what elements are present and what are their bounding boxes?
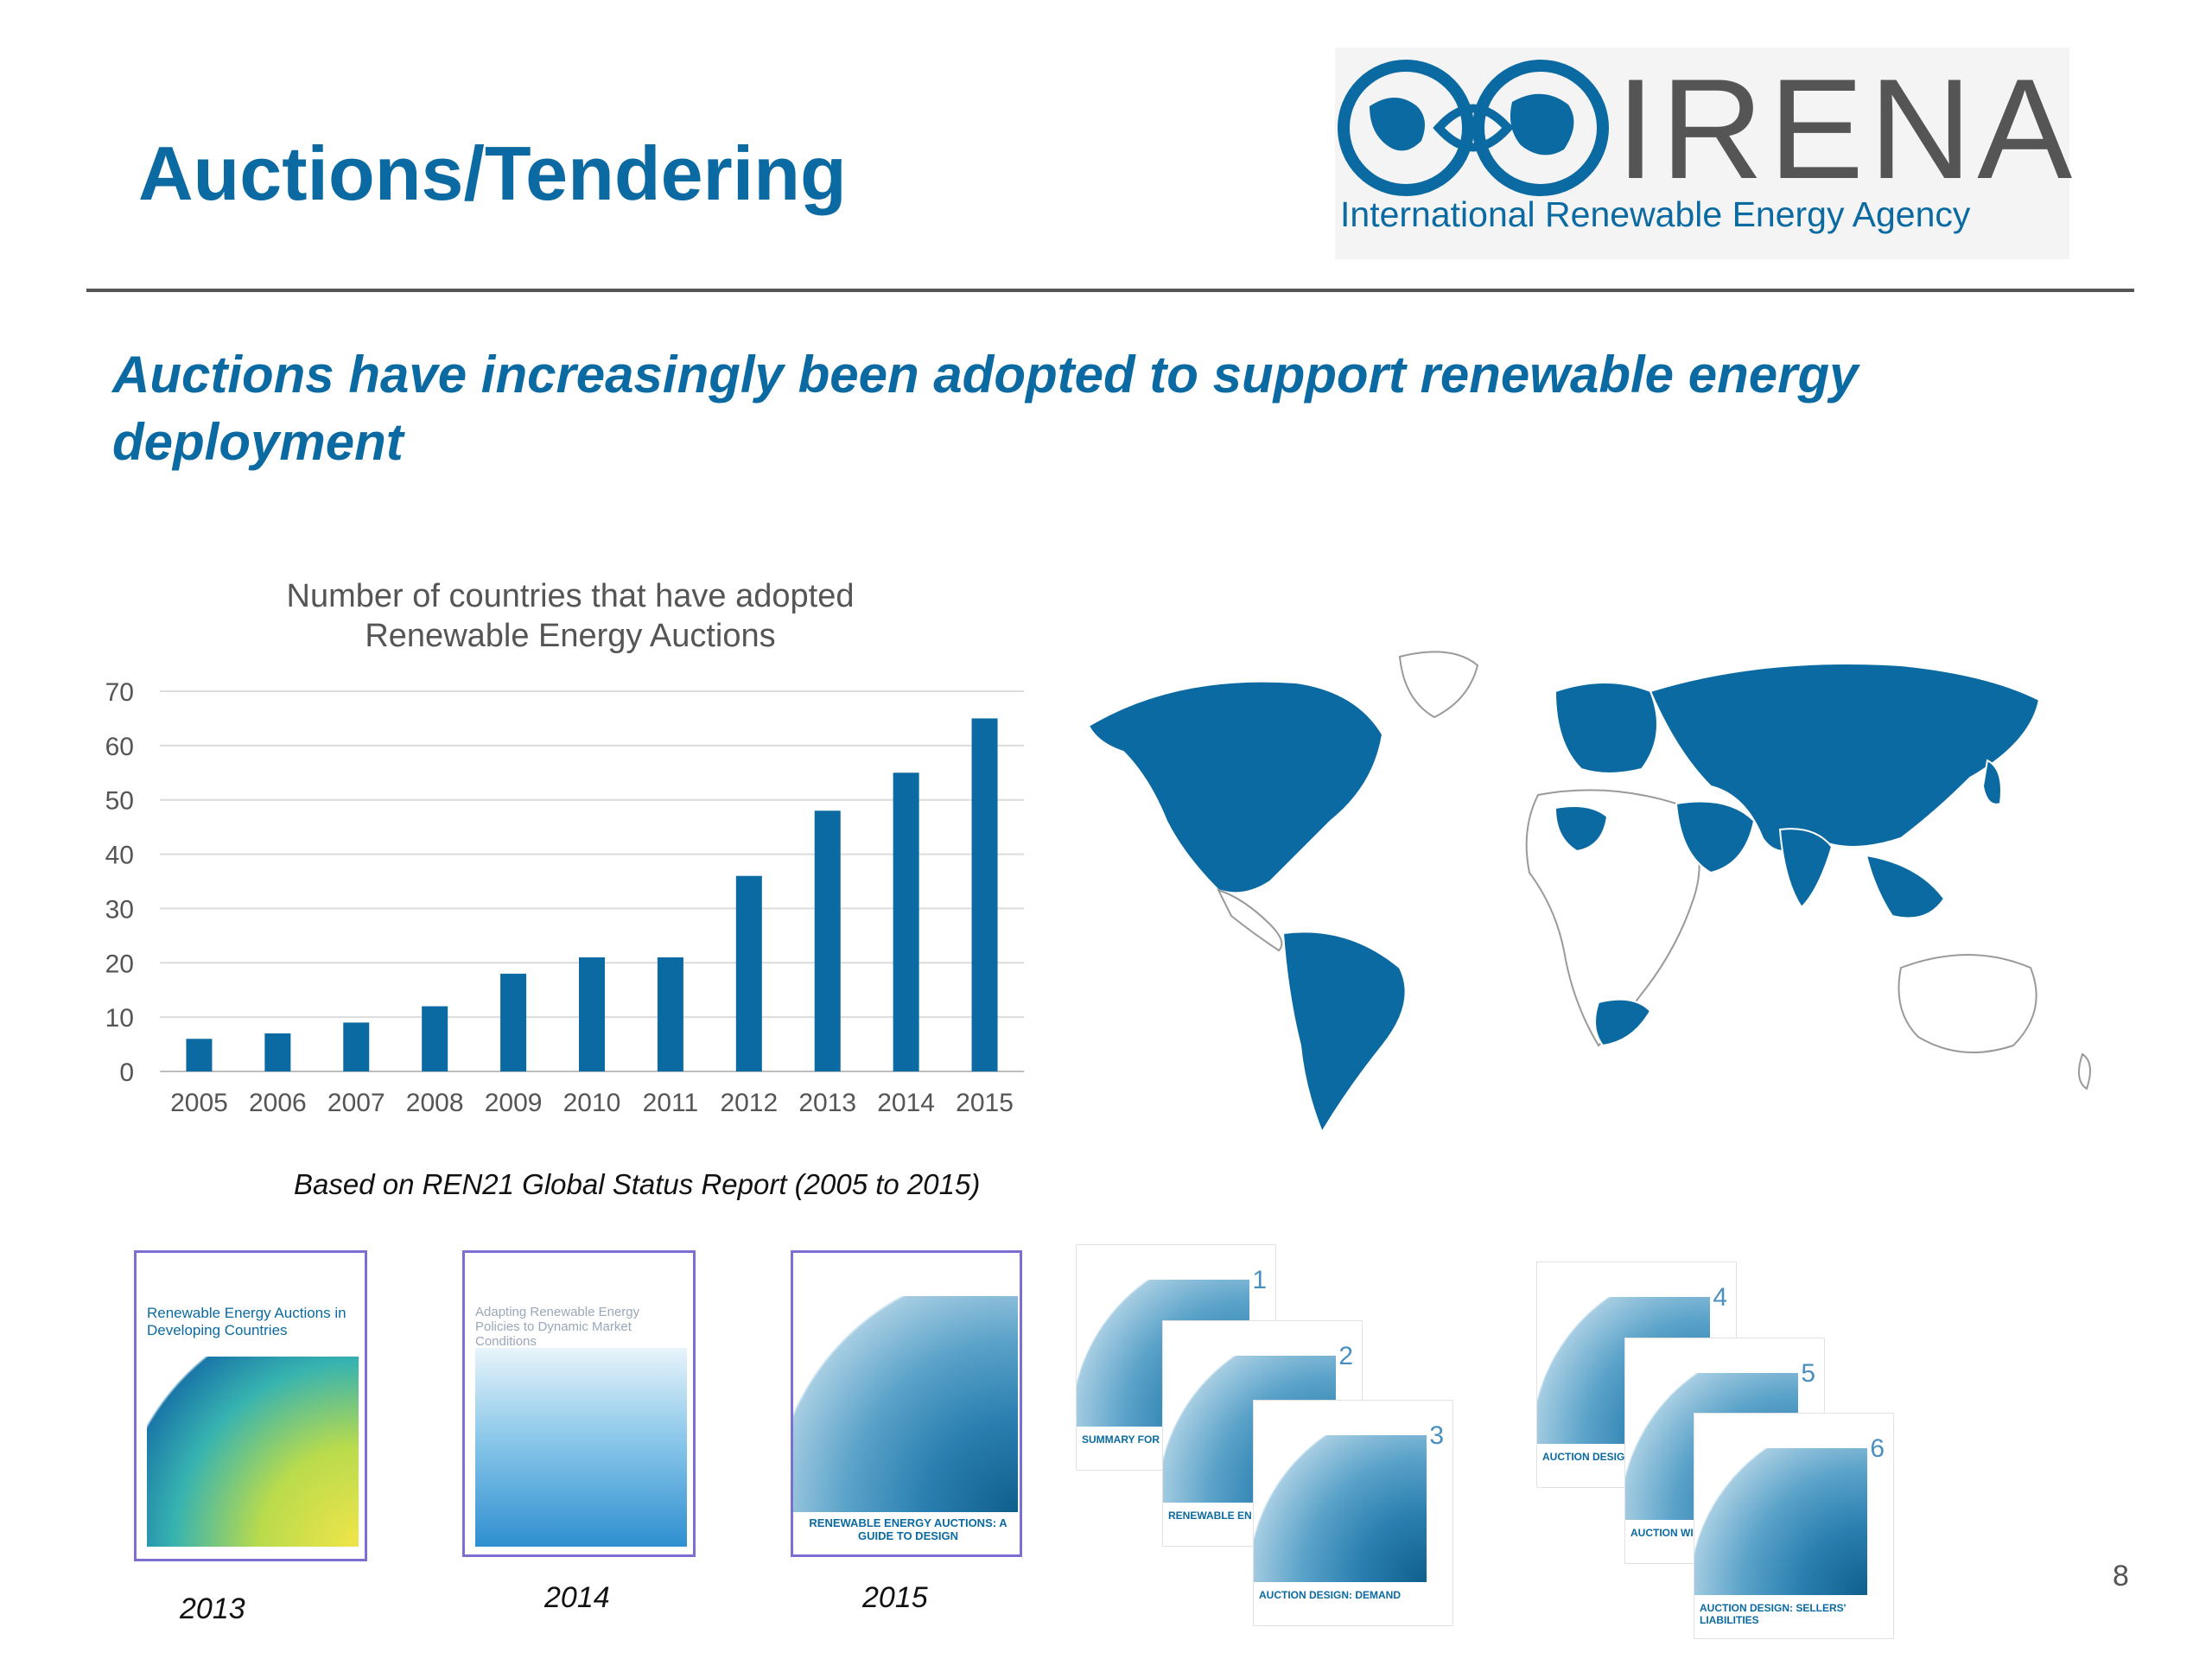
x-tick-label: 2006 [249,1089,307,1117]
chart-title-line-1: Number of countries that have adopted [287,578,855,614]
map-europe [1554,682,1658,774]
cover-art [147,1357,359,1547]
slide-title: Auctions/Tendering [138,130,847,216]
source-note: Based on REN21 Global Status Report (200… [294,1168,981,1200]
y-tick-label: 30 [105,895,134,924]
bar-2010 [579,957,605,1071]
report-year-2015: 2015 [862,1581,928,1614]
map-north-africa-highlight [1554,805,1609,853]
slide-subtitle: Auctions have increasingly been adopted … [112,346,1859,471]
series-number: 6 [1870,1434,1885,1463]
x-tick-label: 2015 [956,1089,1014,1117]
y-tick-label: 10 [105,1004,134,1033]
report-cover-2014[interactable]: Adapting Renewable Energy Policies to Dy… [462,1250,696,1557]
x-tick-label: 2014 [877,1089,935,1117]
map-south-america [1281,931,1407,1135]
map-middle-east [1675,800,1756,874]
x-tick-label: 2007 [327,1089,385,1117]
series-cover-3[interactable]: 3 AUCTION DESIGN: DEMAND [1253,1400,1453,1626]
y-tick-label: 20 [105,950,134,978]
report-year-2014: 2014 [544,1581,610,1614]
map-central-america [1217,888,1283,952]
x-tick-label: 2011 [643,1089,699,1117]
series-cover-6[interactable]: 6 AUCTION DESIGN: SELLERS' LIABILITIES [1694,1413,1894,1639]
series-caption: SUMMARY FOR [1082,1433,1160,1446]
series-number: 2 [1338,1342,1353,1370]
y-tick-label: 60 [105,733,134,761]
y-tick-label: 40 [105,842,134,870]
map-south-africa-highlight [1594,998,1652,1047]
logo-tagline: International Renewable Energy Agency [1340,194,1971,234]
series-number: 4 [1713,1283,1727,1312]
x-tick-label: 2012 [720,1089,778,1117]
report-cover-2013[interactable]: Renewable Energy Auctions in Developing … [134,1250,367,1561]
series-caption: AUCTION DESIGN: DEMAND [1259,1589,1401,1601]
map-india [1778,828,1834,909]
series-caption: AUCTION DESIGN: SELLERS' LIABILITIES [1700,1602,1847,1626]
map-new-zealand [2078,1052,2091,1090]
cover-art [793,1296,1018,1512]
cover-title: Renewable Energy Auctions in Developing … [147,1305,346,1338]
bar-2011 [657,957,683,1071]
irena-logo: IRENA International Renewable Energy Age… [1335,48,2072,259]
logo-wordmark: IRENA [1616,49,2078,208]
y-tick-label: 70 [105,678,134,707]
bar-2015 [971,718,998,1071]
page-number: 8 [2113,1560,2129,1592]
bar-2009 [500,973,527,1071]
title-divider [86,289,2134,292]
x-tick-label: 2009 [485,1089,543,1117]
cover-art [1694,1448,1867,1595]
bar-2008 [422,1006,448,1071]
x-tick-label: 2005 [170,1089,228,1117]
bar-2012 [735,875,762,1071]
report-cover-2015[interactable]: RENEWABLE ENERGY AUCTIONS: A GUIDE TO DE… [791,1250,1022,1557]
series-number: 1 [1252,1266,1267,1294]
globe-infinity-icon [1338,60,1609,196]
x-tick-label: 2010 [563,1089,621,1117]
x-tick-label: 2008 [406,1089,464,1117]
bar-2006 [264,1033,291,1071]
cover-art [1254,1435,1427,1582]
report-year-2013: 2013 [180,1592,245,1625]
world-map [1087,651,2091,1135]
series-number: 5 [1801,1359,1815,1388]
x-tick-label: 2013 [798,1089,856,1117]
series-number: 3 [1429,1421,1444,1450]
bar-2013 [814,810,841,1071]
bar-2014 [893,772,919,1071]
cover-title: RENEWABLE ENERGY AUCTIONS: A GUIDE TO DE… [809,1516,1007,1542]
map-australia [1897,954,2037,1053]
auctions-bar-chart: Number of countries that have adopted Re… [105,578,1024,1117]
y-tick-label: 0 [119,1058,134,1087]
map-southeast-asia [1865,854,1946,919]
map-greenland [1398,651,1479,719]
map-asia [1649,663,2041,852]
y-tick-label: 50 [105,787,134,816]
map-japan [1981,759,2002,805]
bar-2007 [343,1022,370,1071]
bar-2005 [186,1039,213,1071]
chart-title-line-2: Renewable Energy Auctions [365,618,775,654]
cover-art [475,1348,687,1547]
cover-title: Adapting Renewable Energy Policies to Dy… [475,1305,640,1349]
map-north-america [1087,680,1384,894]
